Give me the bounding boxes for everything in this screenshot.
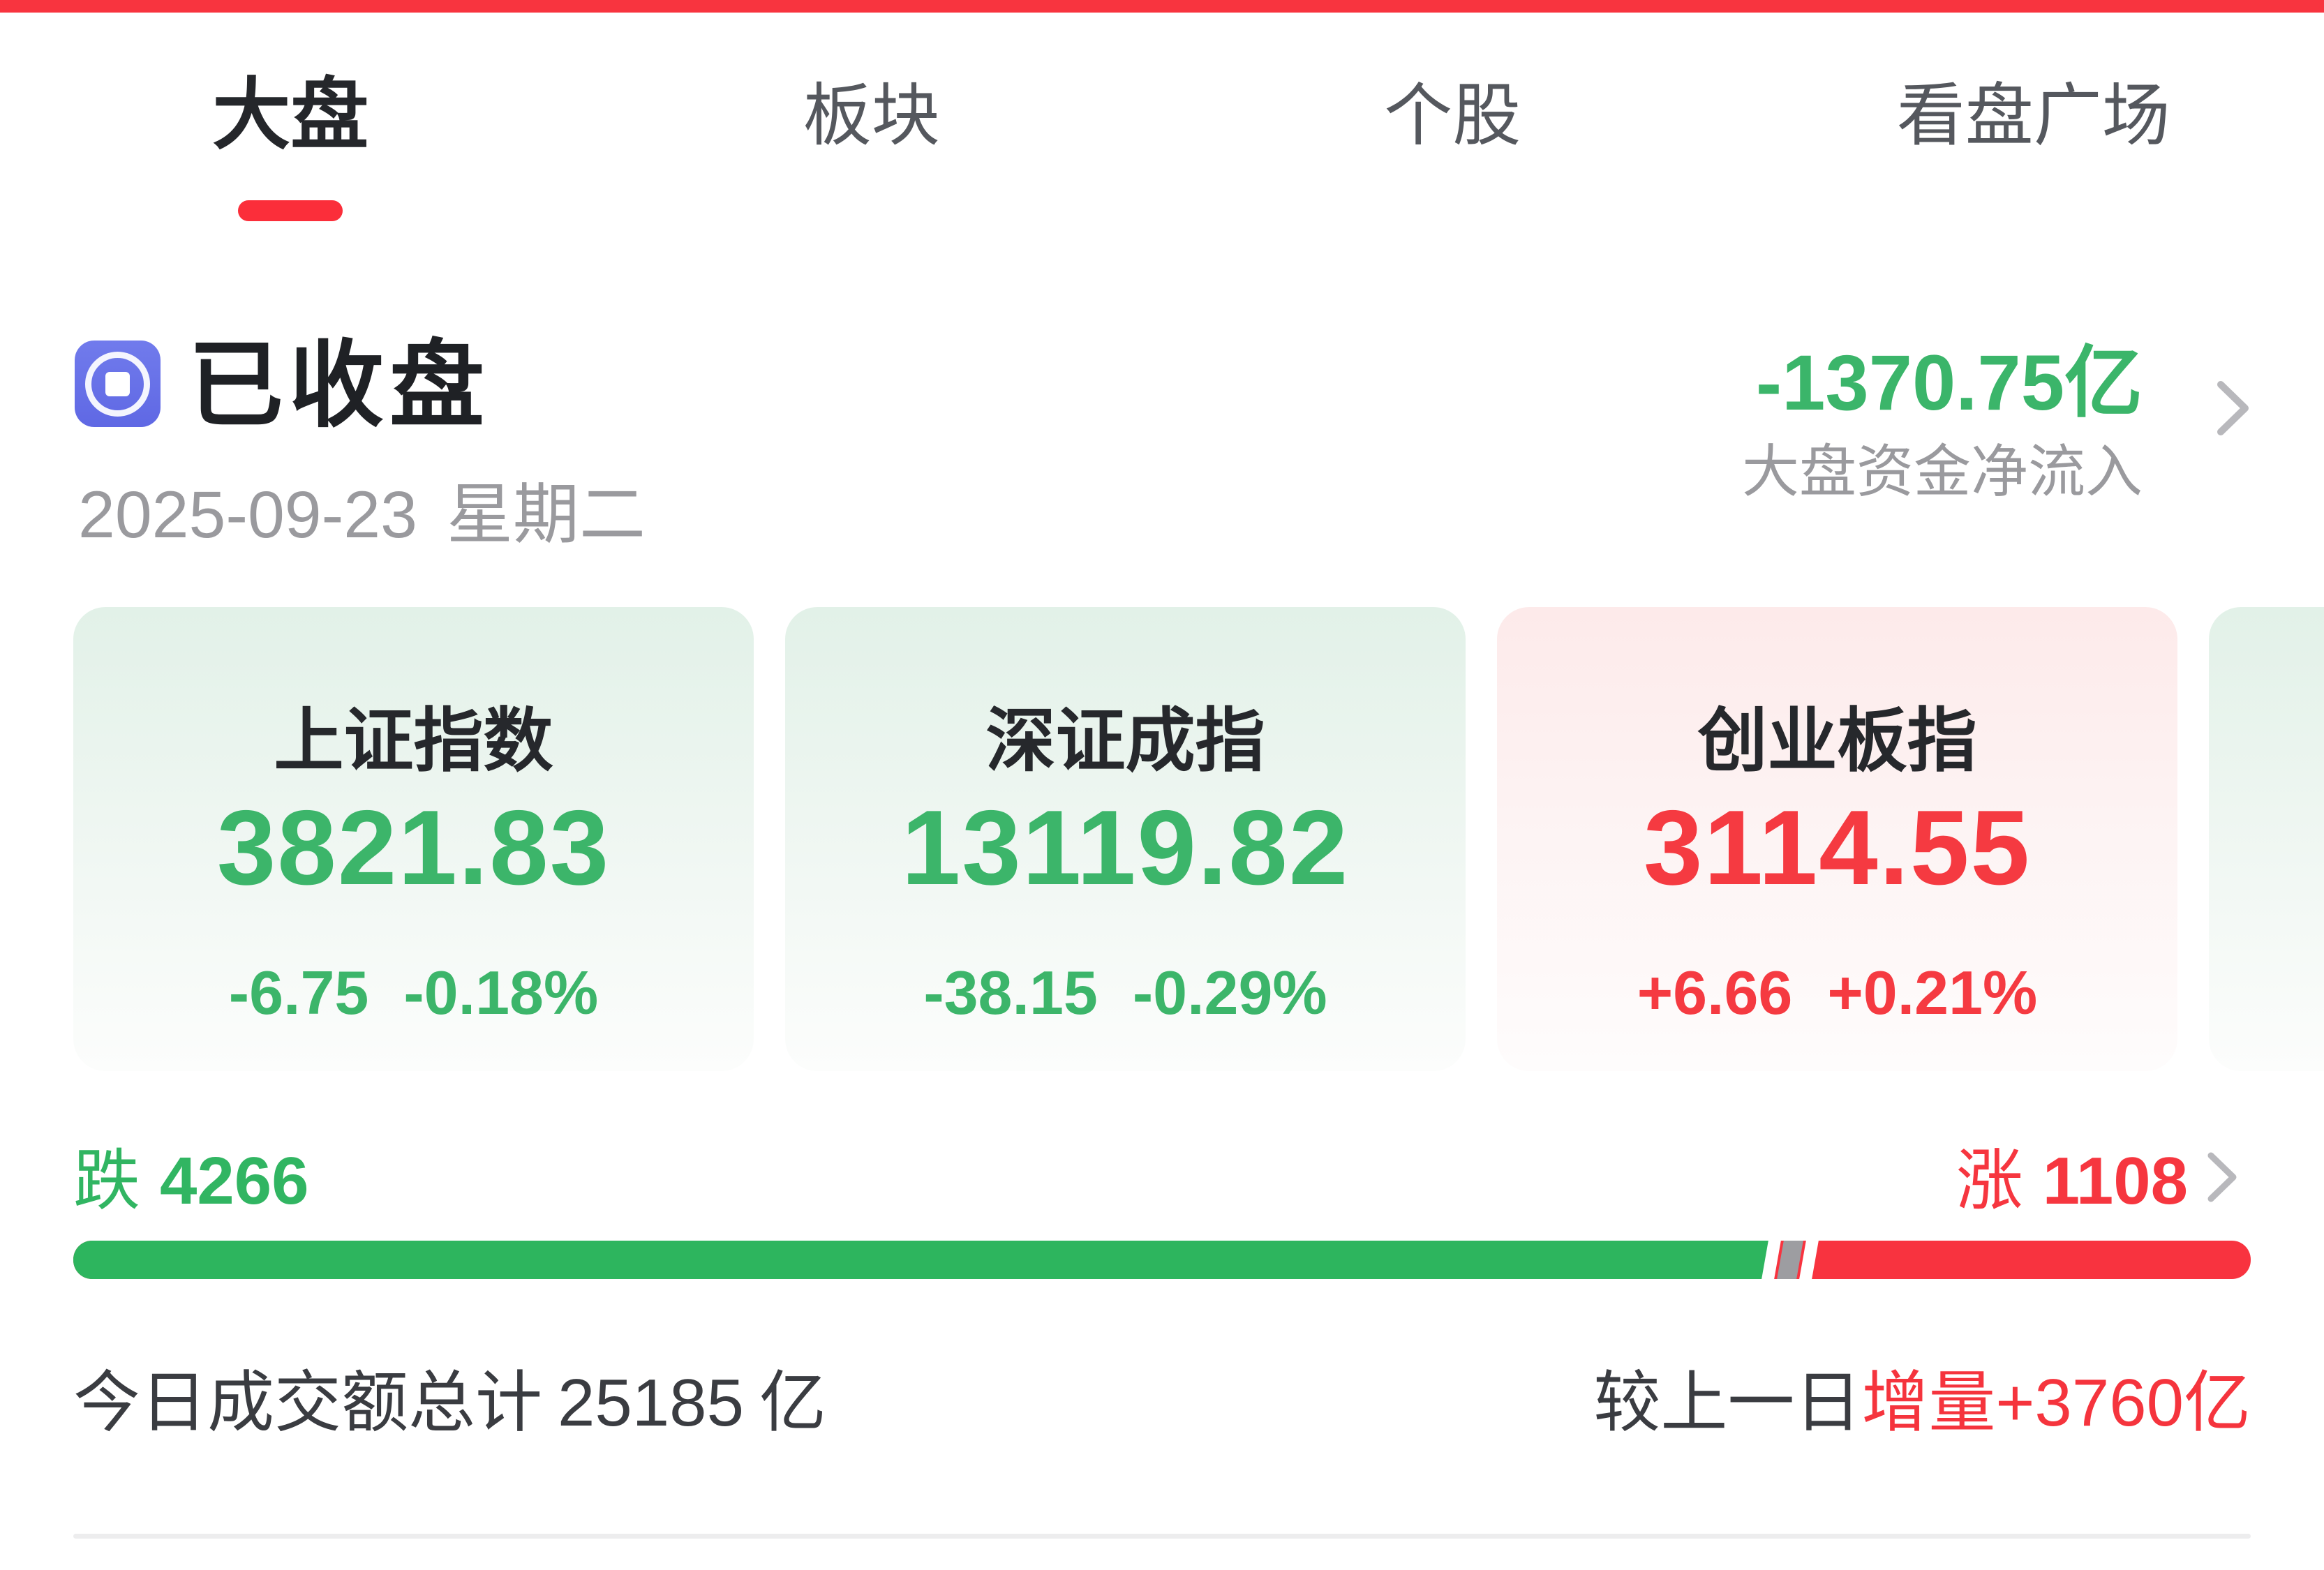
- tab-gegu[interactable]: 个股: [1162, 66, 1743, 221]
- index-change-row: -6.75 -0.18%: [73, 957, 754, 1029]
- index-card-shanghai[interactable]: 上证指数 3821.83 -6.75 -0.18%: [73, 607, 754, 1071]
- index-name: 深证成指: [985, 702, 1265, 780]
- index-change-row: -38.15 -0.29%: [785, 957, 1466, 1029]
- turnover-prefix: 今日成交额总计: [73, 1366, 542, 1440]
- net-flow-block[interactable]: -1370.75亿 大盘资金净流入: [1742, 342, 2143, 504]
- net-flow-value: -1370.75亿: [1755, 339, 2143, 426]
- index-change-pct: -0.18%: [403, 958, 599, 1027]
- market-status-title: 已收盘: [188, 332, 490, 438]
- index-change: -38.15: [923, 958, 1098, 1027]
- trade-date: 2025-09-23 星期二: [78, 480, 646, 550]
- index-card-next-clipped[interactable]: [2209, 607, 2324, 1071]
- icon-ring: [85, 352, 150, 417]
- top-accent-bar: [0, 0, 2324, 13]
- index-card-chinext[interactable]: 创业板指 3114.55 +6.66 +0.21%: [1497, 607, 2177, 1071]
- chevron-right-icon[interactable]: [2205, 1150, 2240, 1208]
- advancers-count[interactable]: 涨 1108: [1956, 1144, 2188, 1218]
- tab-kanpan-guangchang[interactable]: 看盘广场: [1743, 66, 2324, 221]
- index-change-row: +6.66 +0.21%: [1497, 957, 2177, 1029]
- date-value: 2025-09-23: [78, 478, 417, 552]
- breadth-bar-down-segment: [73, 1241, 1772, 1279]
- index-value: 3114.55: [1643, 788, 2032, 907]
- tab-label: 板块: [803, 77, 940, 154]
- comparison-prefix: 较上一日: [1593, 1366, 1862, 1440]
- turnover-value: 25185: [558, 1366, 744, 1440]
- index-value: 13119.82: [901, 788, 1350, 907]
- tab-bar: 大盘 板块 个股 看盘广场: [0, 66, 2324, 221]
- active-tab-underline: [238, 200, 343, 221]
- decliners-label: 跌: [73, 1144, 140, 1218]
- turnover-comparison: 较上一日增量+3760亿: [1593, 1366, 2251, 1440]
- tab-bankuai[interactable]: 板块: [581, 66, 1163, 221]
- breadth-bar: [73, 1241, 2251, 1279]
- index-card-shenzhen[interactable]: 深证成指 13119.82 -38.15 -0.29%: [785, 607, 1466, 1071]
- bottom-divider: [73, 1534, 2251, 1539]
- market-status-record-icon: [75, 341, 161, 427]
- turnover-unit: 亿: [759, 1366, 826, 1440]
- index-change-pct: -0.29%: [1132, 958, 1327, 1027]
- tab-dapan[interactable]: 大盘: [0, 66, 581, 221]
- tab-label: 个股: [1384, 77, 1521, 154]
- chevron-right-icon[interactable]: [2214, 378, 2252, 442]
- index-name: 上证指数: [274, 702, 553, 780]
- advancers-label: 涨: [1956, 1144, 2023, 1218]
- tab-label: 看盘广场: [1896, 77, 2170, 154]
- advancers-value: 1108: [2042, 1144, 2188, 1218]
- net-flow-label: 大盘资金净流入: [1741, 440, 2143, 504]
- index-change: +6.66: [1637, 958, 1793, 1027]
- decliners-value: 4266: [160, 1144, 309, 1218]
- icon-core-square: [105, 372, 130, 396]
- index-change-pct: +0.21%: [1827, 958, 2038, 1027]
- turnover-total: 今日成交额总计 25185 亿: [73, 1366, 826, 1440]
- index-name: 创业板指: [1697, 702, 1977, 780]
- weekday-value: 星期二: [446, 478, 646, 552]
- decliners-count: 跌 4266: [73, 1144, 309, 1218]
- index-change: -6.75: [228, 958, 369, 1027]
- index-value: 3821.83: [216, 788, 611, 907]
- comparison-highlight: 增量+3760亿: [1861, 1366, 2251, 1440]
- tab-label: 大盘: [212, 71, 369, 158]
